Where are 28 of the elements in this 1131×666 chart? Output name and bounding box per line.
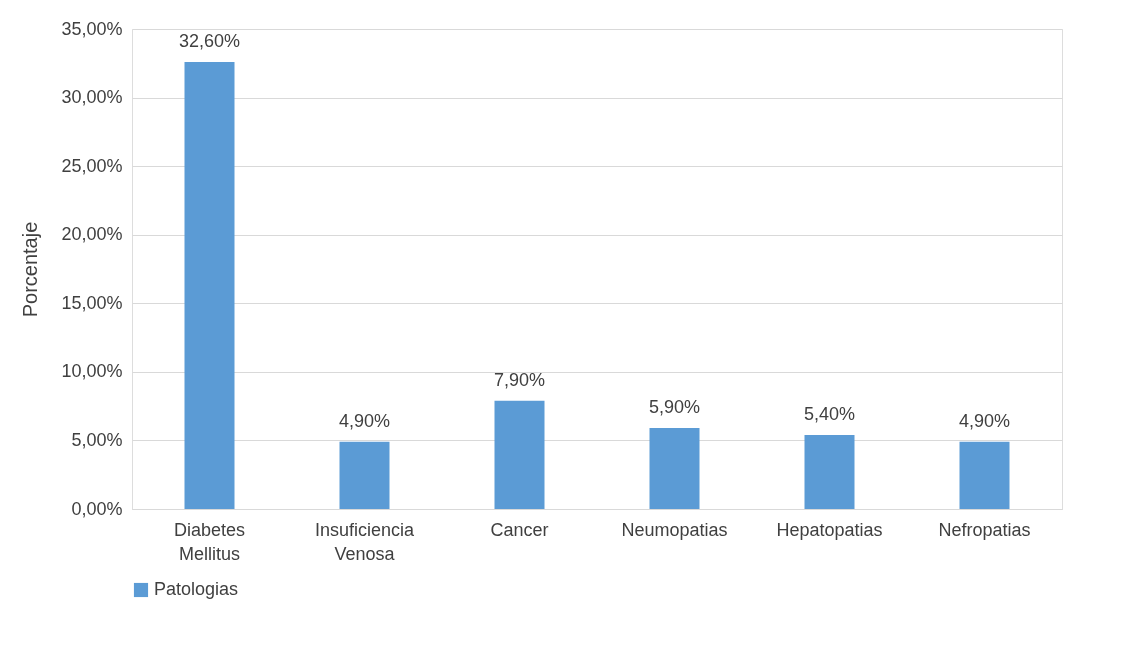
bar <box>804 434 855 509</box>
y-tick-label: 35,00% <box>61 18 123 39</box>
y-axis-title: Porcentaje <box>19 221 42 318</box>
y-tick-label: 10,00% <box>61 361 123 382</box>
x-tick-label: Neumopatias <box>621 519 728 540</box>
bar <box>494 400 545 509</box>
y-tick-label: 30,00% <box>61 87 123 108</box>
x-tick-label: Hepatopatias <box>776 519 883 540</box>
data-label: 4,90% <box>958 410 1011 431</box>
bar <box>649 428 700 509</box>
x-tick-label: Nefropatias <box>938 519 1031 540</box>
y-tick-label: 15,00% <box>61 292 123 313</box>
data-label: 5,40% <box>803 403 856 424</box>
y-tick-label: 0,00% <box>71 498 123 519</box>
x-tick-label: Diabetes Mellitus <box>173 519 246 564</box>
x-tick-label: Cancer <box>490 519 549 540</box>
bar <box>339 441 390 509</box>
data-label: 5,90% <box>648 397 701 418</box>
data-label: 4,90% <box>338 410 391 431</box>
data-label: 7,90% <box>493 369 546 390</box>
y-tick-label: 5,00% <box>71 429 123 450</box>
legend-label: Patologias <box>154 579 239 599</box>
x-tick-label: Insuficiencia Venosa <box>314 519 416 564</box>
bar <box>959 441 1010 509</box>
bar <box>184 61 235 509</box>
data-label: 32,60% <box>178 30 241 51</box>
y-tick-label: 20,00% <box>61 224 123 245</box>
y-tick-label: 25,00% <box>61 155 123 176</box>
